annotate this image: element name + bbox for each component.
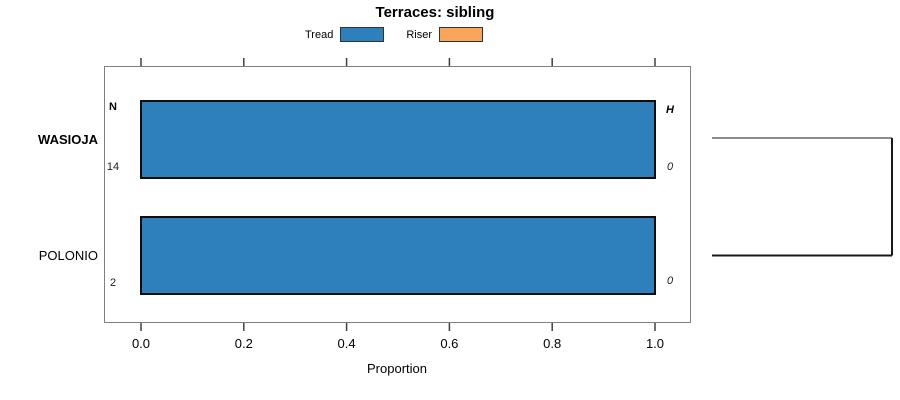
x-tick-label-0.2: 0.2 bbox=[234, 336, 253, 351]
x-tick-label-0.8: 0.8 bbox=[543, 336, 562, 351]
legend-label: Tread bbox=[305, 28, 334, 41]
x-tick-label-0.6: 0.6 bbox=[440, 336, 459, 351]
n-value-wasioja: 14 bbox=[106, 160, 120, 173]
y-label-polonio: POLONIO bbox=[38, 248, 98, 263]
h-value-wasioja: 0 bbox=[666, 160, 674, 173]
h-value-polonio: 0 bbox=[666, 274, 674, 287]
bar-tread-wasioja bbox=[140, 100, 656, 179]
n-value-polonio: 2 bbox=[109, 276, 117, 289]
x-tick-label-0.4: 0.4 bbox=[337, 336, 356, 351]
n-column-header: N bbox=[109, 101, 117, 113]
x-tick-label-0.0: 0.0 bbox=[131, 336, 151, 351]
chart-title: Terraces: sibling bbox=[375, 4, 495, 21]
legend-item-riser: Riser bbox=[406, 27, 483, 42]
legend-label: Riser bbox=[406, 28, 432, 41]
x-tick-label-1.0: 1.0 bbox=[645, 336, 665, 351]
legend-swatch bbox=[439, 27, 483, 42]
bar-tread-polonio bbox=[140, 216, 656, 295]
legend-swatch bbox=[340, 27, 385, 42]
y-label-wasioja: WASIOJA bbox=[38, 132, 98, 147]
legend: Tread Riser bbox=[305, 27, 483, 42]
legend-item-tread: Tread bbox=[305, 27, 385, 42]
x-axis-title: Proportion bbox=[367, 361, 427, 376]
h-column-header: H bbox=[666, 104, 674, 116]
